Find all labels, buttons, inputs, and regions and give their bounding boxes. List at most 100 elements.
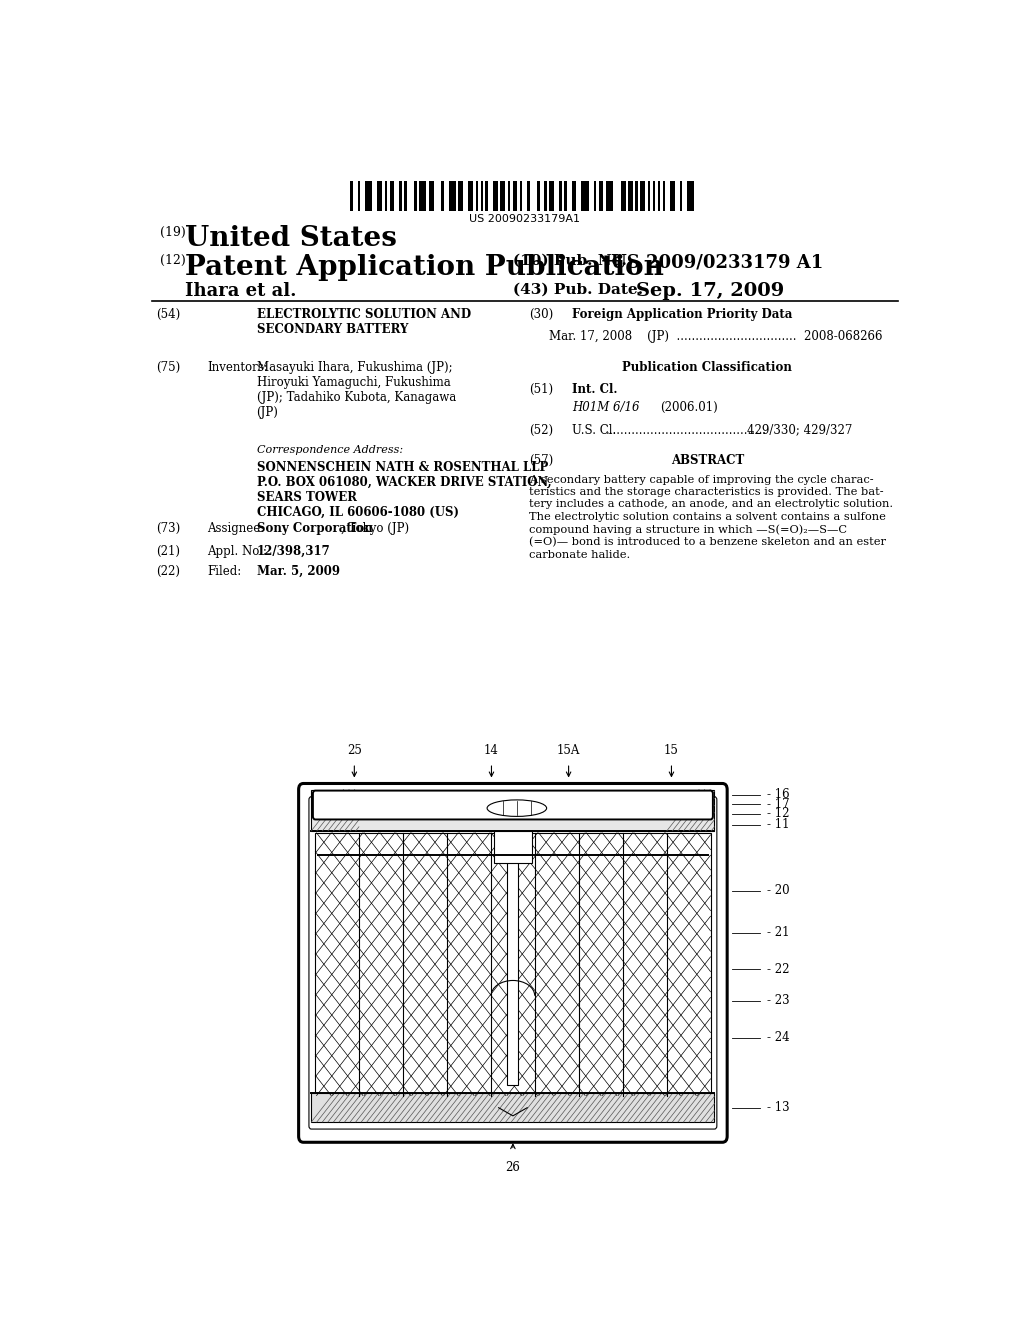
Text: Filed:: Filed: [207, 565, 242, 578]
Bar [512, 181, 517, 211]
Text: H01M 6/16: H01M 6/16 [572, 401, 640, 414]
Bar [485, 181, 487, 211]
Text: U.S. Cl.: U.S. Cl. [572, 424, 616, 437]
Text: Sep. 17, 2009: Sep. 17, 2009 [636, 282, 784, 301]
Bar [419, 181, 426, 211]
Bar [520, 181, 522, 211]
Bar [571, 181, 577, 211]
Text: - 16: - 16 [767, 788, 790, 801]
Bar [399, 181, 401, 211]
Bar [311, 789, 715, 830]
Bar [545, 181, 547, 211]
Text: - 20: - 20 [767, 884, 790, 898]
Text: Int. Cl.: Int. Cl. [572, 383, 617, 396]
Bar [480, 181, 483, 211]
Bar [350, 181, 352, 211]
Bar [449, 181, 456, 211]
Bar [663, 181, 665, 211]
Bar [404, 181, 407, 211]
Text: Inventors:: Inventors: [207, 360, 268, 374]
Text: Appl. No.:: Appl. No.: [207, 545, 267, 557]
Text: 26: 26 [506, 1160, 520, 1173]
Bar [680, 181, 682, 211]
Bar [385, 181, 387, 211]
Bar [636, 181, 638, 211]
Text: Ihara et al.: Ihara et al. [185, 282, 297, 301]
Bar [311, 1093, 715, 1122]
Bar [559, 181, 562, 211]
Bar [441, 181, 443, 211]
Text: US 20090233179A1: US 20090233179A1 [469, 214, 581, 224]
Text: Assignee:: Assignee: [207, 523, 264, 536]
Bar [648, 181, 650, 211]
Bar [628, 181, 633, 211]
Text: (2006.01): (2006.01) [659, 401, 718, 414]
Text: Sony Corporation: Sony Corporation [257, 523, 373, 536]
Bar [687, 181, 694, 211]
Text: - 11: - 11 [767, 818, 790, 832]
Bar [311, 789, 715, 830]
Text: Masayuki Ihara, Fukushima (JP);
Hiroyuki Yamaguchi, Fukushima
(JP); Tadahiko Kub: Masayuki Ihara, Fukushima (JP); Hiroyuki… [257, 360, 456, 418]
Text: 14: 14 [484, 744, 499, 758]
Text: 15: 15 [664, 744, 679, 758]
Text: US 2009/0233179 A1: US 2009/0233179 A1 [610, 253, 822, 272]
Bar [459, 181, 463, 211]
Bar [621, 181, 626, 211]
Bar [657, 181, 660, 211]
Text: (22): (22) [156, 565, 180, 578]
Bar [365, 181, 373, 211]
Bar [468, 181, 473, 211]
Bar [582, 181, 589, 211]
Bar [564, 181, 566, 211]
Text: - 13: - 13 [767, 1101, 790, 1114]
Text: 15A: 15A [557, 744, 581, 758]
Bar [414, 181, 417, 211]
Bar [670, 181, 675, 211]
Text: (73): (73) [156, 523, 180, 536]
Text: (12): (12) [160, 253, 185, 267]
Text: 12/398,317: 12/398,317 [257, 545, 331, 557]
Text: (19): (19) [160, 226, 185, 239]
Text: ELECTROLYTIC SOLUTION AND
SECONDARY BATTERY: ELECTROLYTIC SOLUTION AND SECONDARY BATT… [257, 308, 471, 335]
Text: ABSTRACT: ABSTRACT [671, 454, 744, 467]
Text: - 21: - 21 [767, 927, 790, 940]
Bar [357, 181, 360, 211]
Text: (30): (30) [528, 308, 553, 321]
Text: (51): (51) [528, 383, 553, 396]
Text: (75): (75) [156, 360, 180, 374]
Text: - 24: - 24 [767, 1031, 790, 1044]
Bar [550, 181, 554, 211]
Bar [315, 833, 711, 1096]
FancyBboxPatch shape [309, 797, 717, 1129]
Text: Mar. 17, 2008    (JP)  ................................  2008-068266: Mar. 17, 2008 (JP) .....................… [549, 330, 882, 343]
Text: (21): (21) [156, 545, 180, 557]
Bar [508, 181, 510, 211]
Bar [493, 181, 498, 211]
Text: - 12: - 12 [767, 807, 790, 820]
Text: (57): (57) [528, 454, 553, 467]
Ellipse shape [487, 800, 547, 816]
Bar [640, 181, 645, 211]
Bar [606, 181, 613, 211]
Bar [599, 181, 603, 211]
Text: - 17: - 17 [767, 797, 790, 810]
Text: (10) Pub. No.:: (10) Pub. No.: [513, 253, 633, 268]
Text: (52): (52) [528, 424, 553, 437]
Text: Patent Application Publication: Patent Application Publication [185, 253, 664, 281]
Text: Publication Classification: Publication Classification [623, 360, 793, 374]
Text: - 22: - 22 [767, 964, 790, 975]
Bar [507, 843, 518, 1085]
Bar [500, 181, 505, 211]
Text: (43) Pub. Date:: (43) Pub. Date: [513, 282, 643, 297]
Text: Mar. 5, 2009: Mar. 5, 2009 [257, 565, 340, 578]
Bar [538, 181, 540, 211]
Text: , Tokyo (JP): , Tokyo (JP) [341, 523, 410, 536]
FancyBboxPatch shape [299, 784, 727, 1142]
Bar [377, 181, 382, 211]
Text: (54): (54) [156, 308, 180, 321]
Bar [475, 181, 478, 211]
Text: Correspondence Address:: Correspondence Address: [257, 445, 402, 455]
Bar [429, 181, 434, 211]
FancyBboxPatch shape [313, 791, 713, 820]
Text: - 23: - 23 [767, 994, 790, 1007]
